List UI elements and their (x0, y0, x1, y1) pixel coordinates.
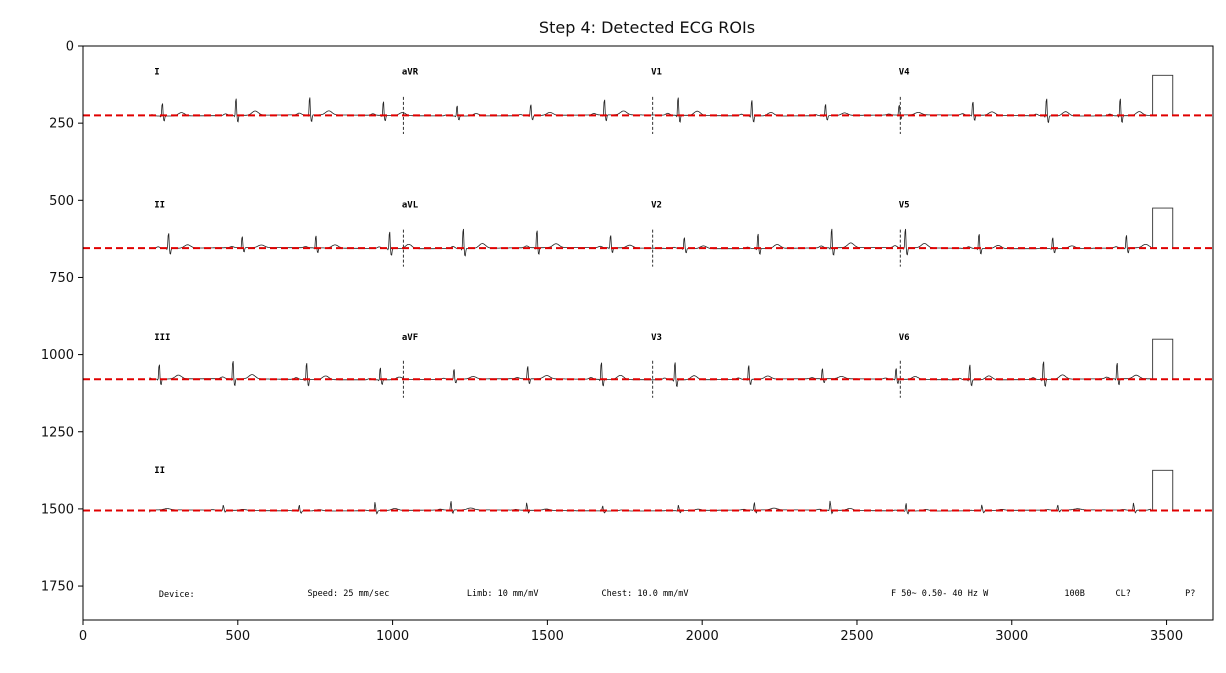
y-tick-label: 1500 (41, 502, 74, 517)
lead-label: V5 (899, 200, 910, 210)
footer-label: Limb: 10 mm/mV (467, 589, 539, 599)
y-tick-label: 1750 (41, 580, 74, 595)
lead-label: V6 (899, 333, 910, 343)
y-tick-label: 1250 (41, 425, 74, 440)
y-tick-label: 250 (49, 117, 74, 132)
y-tick-label: 1000 (41, 348, 74, 363)
lead-label: aVR (402, 68, 419, 78)
footer-label: P? (1185, 589, 1195, 599)
lead-label: V3 (651, 333, 662, 343)
x-tick-label: 1000 (376, 629, 409, 644)
x-tick-label: 1500 (531, 629, 564, 644)
lead-label: V1 (651, 68, 662, 78)
ecg-footer-labels: Device: Speed: 25 mm/sec Limb: 10 mm/mV Che… (159, 589, 1196, 600)
lead-label: V4 (899, 68, 910, 78)
roi-baselines (83, 114, 1213, 512)
x-tick-label: 3500 (1150, 629, 1183, 644)
calibration-pulse (1152, 338, 1174, 380)
x-tick-label: 3000 (995, 629, 1028, 644)
lead-label: I (154, 68, 159, 78)
y-tick-label: 0 (66, 40, 74, 55)
lead-label: aVF (402, 333, 418, 343)
chart-title: Step 4: Detected ECG ROIs (539, 18, 755, 37)
footer-label: 100B (1064, 589, 1084, 599)
x-tick-label: 0 (79, 629, 87, 644)
lead-label: V2 (651, 200, 662, 210)
y-tick-label: 750 (49, 271, 74, 286)
x-tick-label: 2000 (686, 629, 719, 644)
plot-background (83, 46, 1213, 620)
calibration-pulse (1152, 74, 1174, 116)
x-tick-label: 500 (225, 629, 250, 644)
plot-area (83, 46, 1213, 620)
x-tick-label: 2500 (840, 629, 873, 644)
lead-label: II (154, 466, 165, 476)
y-tick-label: 500 (49, 194, 74, 209)
footer-label: CL? (1115, 589, 1130, 599)
lead-label: III (154, 333, 170, 343)
footer-label: Device: (159, 590, 195, 600)
calibration-pulse (1152, 469, 1174, 511)
calibration-pulse (1152, 207, 1174, 249)
footer-label: F 50~ 0.50- 40 Hz W (891, 589, 989, 599)
footer-label: Chest: 10.0 mm/mV (602, 589, 689, 599)
lead-label: II (154, 200, 165, 210)
axes: 0 500 1000 1500 2000 2500 3000 3500 0 250 500 750 10… (41, 40, 1214, 644)
footer-label: Speed: 25 mm/sec (307, 589, 389, 599)
plot-frame (82, 45, 1214, 621)
lead-label: aVL (402, 200, 419, 210)
